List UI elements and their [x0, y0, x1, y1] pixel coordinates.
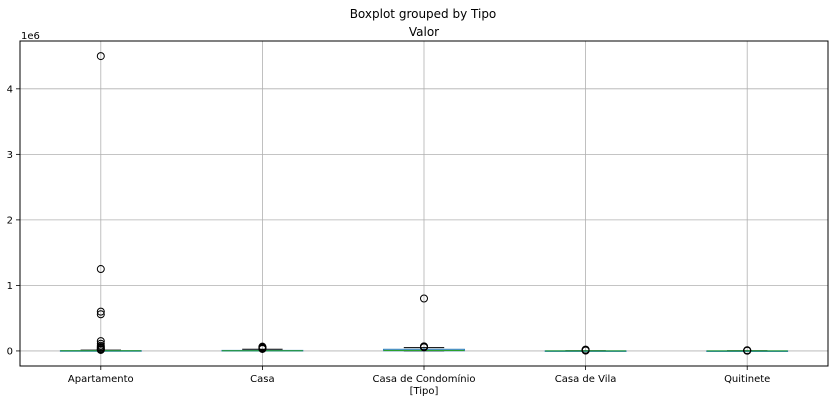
chart-suptitle: Boxplot grouped by Tipo: [350, 7, 497, 21]
outlier-point: [581, 346, 590, 355]
chart-title: Valor: [409, 25, 439, 39]
x-tick-label: Casa de Vila: [555, 374, 617, 385]
x-tick-label: Casa: [250, 374, 274, 385]
outlier-point: [743, 346, 752, 355]
outlier-point: [96, 307, 105, 316]
plot-frame: [19, 40, 829, 367]
box-4: [544, 345, 627, 355]
box-2: [221, 342, 304, 353]
outlier-point: [96, 345, 105, 354]
y-offset-label: 1e6: [21, 31, 40, 42]
outlier-point: [96, 339, 105, 348]
y-tick-label: 0: [7, 346, 13, 357]
box-1: [59, 52, 142, 354]
y-tick-label: 1: [7, 281, 13, 292]
axis-ticks: 0 1 2 3 4 Apartamento Casa Casa de Condomínio Ca…: [7, 84, 771, 385]
grid-lines: [20, 41, 828, 366]
x-axis-label: [Tipo]: [410, 386, 439, 397]
x-tick-label: Casa de Condomínio: [373, 373, 476, 385]
outlier-point: [96, 265, 105, 274]
box-5: [706, 346, 789, 355]
outlier-point: [420, 343, 428, 352]
y-tick-label: 4: [7, 84, 13, 95]
y-tick-label: 2: [7, 215, 13, 226]
outlier-point: [258, 344, 267, 353]
outlier-point: [420, 294, 428, 303]
x-tick-label: Quitinete: [724, 374, 770, 385]
outlier-point: [96, 52, 105, 61]
boxes: [59, 52, 789, 355]
x-tick-label: Apartamento: [68, 374, 134, 385]
y-tick-label: 3: [7, 150, 13, 161]
outlier-point: [96, 310, 105, 319]
box-3: [383, 294, 465, 352]
